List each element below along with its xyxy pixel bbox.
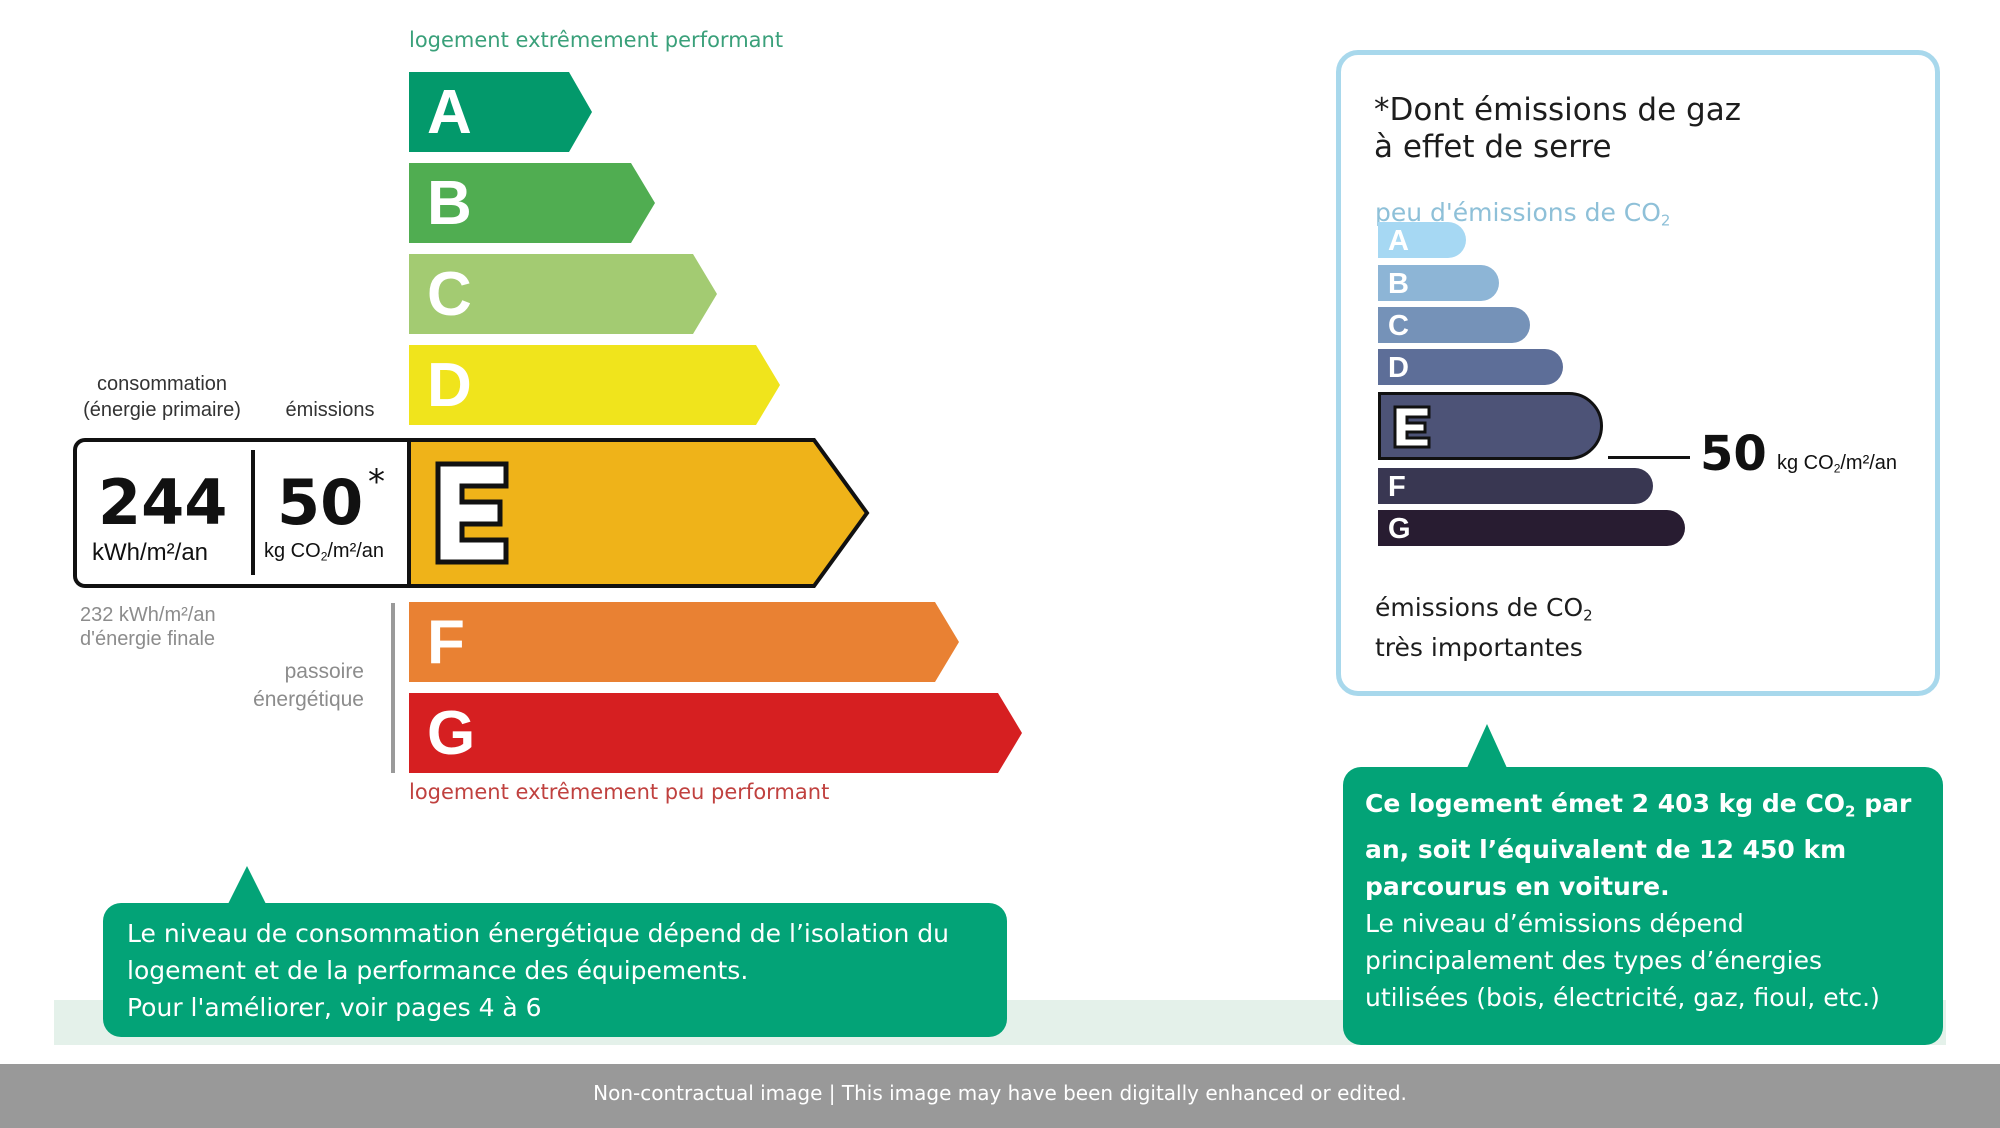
energy-class-e-bar-current [407, 438, 870, 588]
co2-title-asterisk: * [1374, 92, 1390, 128]
bubble-left-pointer [227, 866, 267, 906]
passoire-line1: passoire [284, 660, 364, 683]
current-rating-box [73, 438, 413, 588]
co2-class-e-outlined-letter [1393, 405, 1431, 449]
final-energy-line1: 232 kWh/m²/an [80, 604, 216, 626]
co2-class-a-bar: A [1378, 222, 1466, 258]
consumption-header-line2: (énergie primaire) [83, 399, 241, 421]
energy-class-letter: F [427, 608, 465, 677]
energy-class-letter: A [427, 78, 472, 147]
energy-class-letter: B [427, 169, 472, 238]
co2-class-d-bar: D [1378, 349, 1563, 385]
co2-class-g-bar: G [1378, 510, 1685, 546]
bubble-left-line2: logement et de la performance des équipe… [127, 956, 749, 985]
co2-value: 50 [1700, 426, 1767, 482]
emissions-value: 50 [277, 466, 364, 539]
emissions-info-bubble: Ce logement émet 2 403 kg de CO2 par an,… [1343, 767, 1943, 1045]
energy-class-b-bar: B [409, 163, 655, 243]
consumption-header-line1: consommation [96, 373, 228, 395]
co2-bottom-label: émissions de CO2 très importantes [1375, 593, 1593, 662]
bubble-right-line3: parcourus en voiture. [1365, 871, 1670, 901]
energy-class-letter: C [427, 260, 472, 329]
consumption-value: 244 [98, 466, 228, 539]
co2-class-c-bar: C [1378, 307, 1530, 343]
emissions-header: émissions [285, 399, 375, 421]
consumption-unit: kWh/m²/an [92, 539, 209, 566]
energy-class-letter: D [427, 351, 472, 420]
emissions-unit: kg CO2/m²/an [264, 540, 385, 564]
energy-top-label: logement extrêmement performant [409, 28, 784, 52]
energy-class-f-bar: F [409, 602, 959, 682]
passoire-indicator-bar [391, 603, 395, 773]
co2-class-f-bar: F [1378, 468, 1653, 504]
bubble-right-pointer [1467, 724, 1507, 768]
bubble-right-line1: Ce logement émet 2 403 kg de CO2 par [1365, 789, 1912, 821]
co2-class-b-bar: B [1378, 265, 1499, 301]
final-energy-note: 232 kWh/m²/an d'énergie finale [80, 603, 216, 651]
passoire-energetique-label: passoire énergétique [210, 658, 364, 714]
consumption-header: consommation (énergie primaire) [70, 371, 254, 423]
co2-unit: kg CO2/m²/an [1777, 452, 1898, 476]
final-energy-line2: d'énergie finale [80, 628, 216, 650]
energy-class-g-bar: G [409, 693, 1022, 773]
bubble-left-line3: Pour l'améliorer, voir pages 4 à 6 [127, 993, 542, 1022]
consumption-info-bubble: Le niveau de consommation énergétique dé… [103, 903, 1007, 1037]
passoire-line2: énergétique [253, 688, 364, 711]
bubble-right-line4: Le niveau d’émissions dépend [1365, 908, 1744, 938]
energy-bottom-label: logement extrêmement peu performant [409, 780, 830, 804]
co2-panel-title: *Dont émissions de gaz à effet de serre [1374, 92, 1741, 165]
bubble-left-line1: Le niveau de consommation énergétique dé… [127, 919, 949, 948]
energy-class-c-bar: C [409, 254, 717, 334]
bubble-right-line2: an, soit l’équivalent de 12 450 km [1365, 834, 1847, 864]
co2-value-connector [1608, 456, 1690, 459]
bubble-right-line6: utilisées (bois, électricité, gaz, fioul… [1365, 982, 1880, 1012]
bubble-right-line5: principalement des types d’énergies [1365, 945, 1822, 975]
energy-class-e-outlined-letter [435, 461, 509, 565]
energy-class-letter: G [427, 699, 476, 768]
energy-class-d-bar: D [409, 345, 780, 425]
energy-class-a-bar: A [409, 72, 592, 152]
value-divider [251, 450, 255, 575]
disclaimer-footer: Non-contractual image | This image may h… [0, 1064, 2000, 1128]
energy-class-a-shape [409, 72, 592, 152]
emissions-asterisk: * [368, 462, 385, 502]
